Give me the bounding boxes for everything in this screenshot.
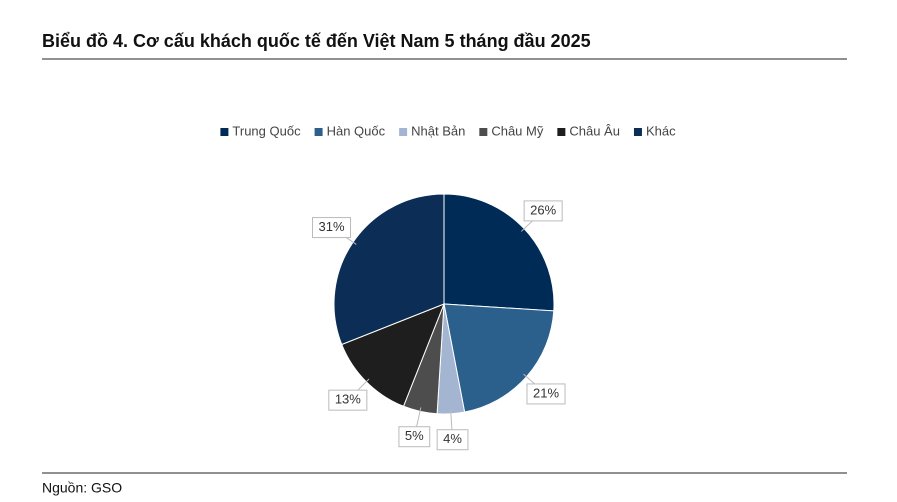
legend-label: Nhật Bản bbox=[411, 123, 465, 138]
chart-title: Biểu đồ 4. Cơ cấu khách quốc tế đến Việt… bbox=[42, 31, 591, 51]
legend: Trung Quốc Hàn Quốc Nhật Bản Châu Mỹ Châu Âu… bbox=[220, 123, 676, 138]
data-label: 26% bbox=[530, 202, 556, 217]
legend-label: Hàn Quốc bbox=[327, 123, 386, 138]
legend-label: Trung Quốc bbox=[232, 123, 301, 138]
data-label: 13% bbox=[335, 392, 361, 407]
data-label-box bbox=[523, 200, 563, 222]
data-label-box bbox=[328, 389, 368, 411]
legend-swatch bbox=[314, 128, 323, 136]
source: Nguồn: GSO bbox=[42, 480, 122, 496]
data-label: 5% bbox=[405, 428, 424, 443]
legend-swatch bbox=[479, 128, 488, 136]
data-label-group: 21% bbox=[526, 383, 566, 405]
data-label-group: 13% bbox=[328, 389, 368, 411]
data-label: 21% bbox=[533, 385, 559, 400]
data-label-group: 4% bbox=[436, 429, 469, 451]
legend-label: Châu Âu bbox=[569, 123, 620, 138]
data-label-group: 5% bbox=[398, 426, 431, 448]
data-label-box bbox=[398, 426, 431, 448]
legend-label: Châu Mỹ bbox=[491, 123, 544, 138]
data-label-group: 31% bbox=[312, 217, 352, 239]
data-label-box bbox=[436, 429, 469, 451]
data-label-box bbox=[312, 217, 352, 239]
data-label-box bbox=[526, 383, 566, 405]
data-label-group: 26% bbox=[523, 200, 563, 222]
legend-label: Khác bbox=[646, 123, 676, 138]
legend-swatch bbox=[557, 128, 566, 136]
data-label: 31% bbox=[319, 219, 345, 234]
legend-swatch bbox=[399, 128, 408, 136]
legend-swatch bbox=[633, 128, 642, 136]
legend-swatch bbox=[220, 128, 229, 136]
data-label: 4% bbox=[443, 431, 462, 446]
